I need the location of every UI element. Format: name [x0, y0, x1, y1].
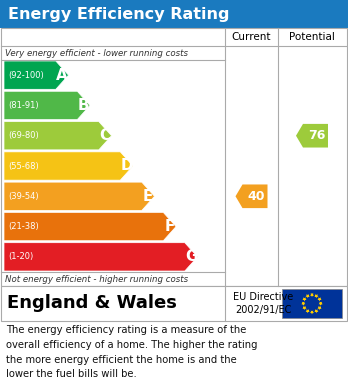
Polygon shape	[296, 124, 328, 147]
Text: C: C	[100, 128, 111, 143]
Text: (81-91): (81-91)	[8, 101, 39, 110]
Polygon shape	[4, 122, 111, 150]
Text: (69-80): (69-80)	[8, 131, 39, 140]
Text: (55-68): (55-68)	[8, 161, 39, 170]
Bar	[282, 289, 342, 318]
Text: D: D	[120, 158, 133, 174]
Polygon shape	[301, 302, 306, 306]
Bar	[1, 286, 347, 321]
Polygon shape	[319, 302, 323, 306]
Text: Not energy efficient - higher running costs: Not energy efficient - higher running co…	[5, 274, 188, 283]
Polygon shape	[314, 294, 318, 298]
Polygon shape	[4, 243, 198, 271]
Polygon shape	[306, 294, 310, 298]
Text: A: A	[56, 68, 68, 83]
Polygon shape	[302, 298, 307, 301]
Text: (92-100): (92-100)	[8, 71, 44, 80]
Text: (39-54): (39-54)	[8, 192, 39, 201]
Text: (21-38): (21-38)	[8, 222, 39, 231]
Text: England & Wales: England & Wales	[7, 294, 177, 312]
Text: 40: 40	[247, 190, 265, 203]
Polygon shape	[317, 306, 322, 310]
Bar	[1, 28, 347, 286]
Text: 76: 76	[308, 129, 325, 142]
Polygon shape	[236, 185, 268, 208]
Text: F: F	[165, 219, 175, 234]
Text: B: B	[78, 98, 89, 113]
Polygon shape	[4, 61, 69, 89]
Text: G: G	[185, 249, 197, 264]
Polygon shape	[317, 298, 322, 301]
Text: (1-20): (1-20)	[8, 252, 33, 261]
Polygon shape	[4, 91, 90, 120]
Text: Energy Efficiency Rating: Energy Efficiency Rating	[8, 7, 229, 22]
Text: E: E	[143, 189, 153, 204]
Polygon shape	[302, 306, 307, 310]
Text: Potential: Potential	[289, 32, 335, 42]
Polygon shape	[306, 309, 310, 313]
Polygon shape	[310, 293, 314, 297]
Text: Current: Current	[232, 32, 271, 42]
Text: Very energy efficient - lower running costs: Very energy efficient - lower running co…	[5, 48, 188, 57]
Bar	[0, 0, 348, 28]
Polygon shape	[4, 182, 155, 210]
Text: EU Directive
2002/91/EC: EU Directive 2002/91/EC	[233, 292, 293, 315]
Polygon shape	[314, 309, 318, 313]
Text: The energy efficiency rating is a measure of the
overall efficiency of a home. T: The energy efficiency rating is a measur…	[6, 325, 258, 379]
Polygon shape	[4, 212, 176, 241]
Polygon shape	[4, 152, 133, 180]
Polygon shape	[310, 310, 314, 314]
